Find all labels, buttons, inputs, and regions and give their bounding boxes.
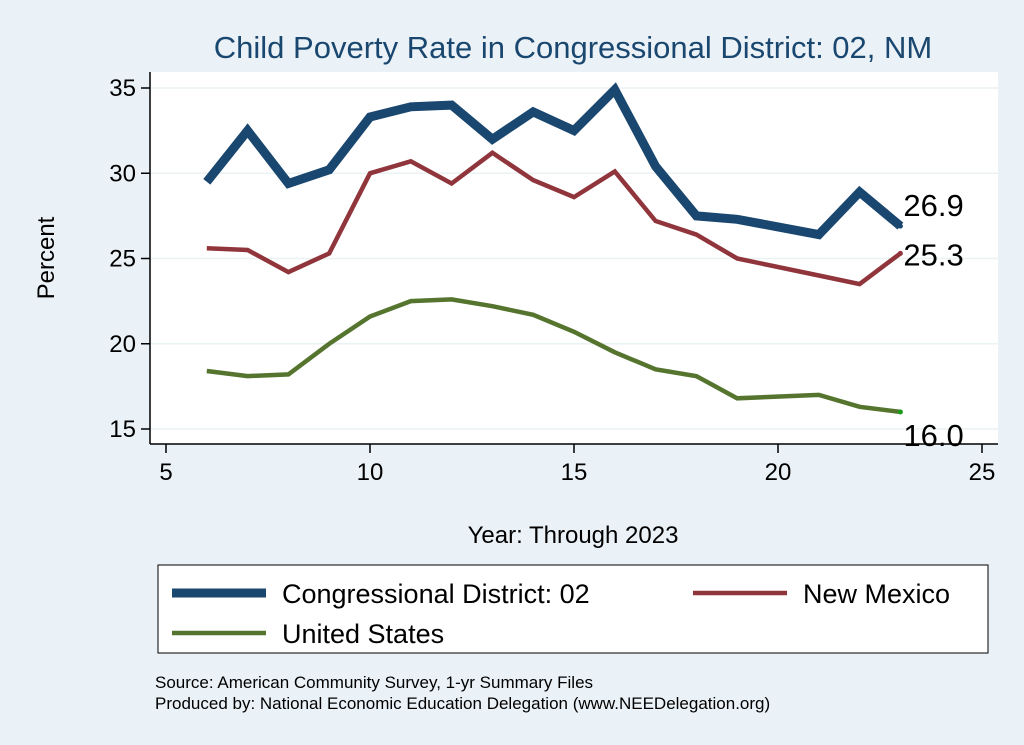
chart-title: Child Poverty Rate in Congressional Dist… bbox=[214, 30, 932, 65]
end-value-label: 26.9 bbox=[903, 188, 963, 223]
series-end-point bbox=[897, 409, 903, 415]
series-line-3 bbox=[206, 297, 901, 415]
series-lines bbox=[203, 82, 904, 415]
gridlines bbox=[150, 87, 998, 430]
y-axis-title: Percent bbox=[33, 216, 60, 299]
producer-note: Produced by: National Economic Education… bbox=[155, 694, 770, 713]
y-tick-label: 20 bbox=[109, 331, 136, 358]
end-value-label: 16.0 bbox=[903, 418, 963, 453]
series-line-1 bbox=[203, 82, 904, 240]
x-tick-label: 25 bbox=[969, 459, 996, 486]
legend-box bbox=[157, 564, 989, 654]
y-tick-label: 25 bbox=[109, 246, 136, 273]
y-tick-label: 35 bbox=[109, 75, 136, 102]
x-axis-title: Year: Through 2023 bbox=[468, 522, 679, 549]
legend-label: United States bbox=[282, 619, 444, 649]
axes: 15 20 25 30 35 5 10 15 20 25 bbox=[109, 72, 998, 486]
y-tick-label: 15 bbox=[109, 416, 136, 443]
end-value-label: 25.3 bbox=[903, 237, 963, 272]
series-end-point bbox=[897, 223, 903, 229]
x-tick-label: 15 bbox=[561, 459, 588, 486]
x-tick-label: 10 bbox=[357, 459, 384, 486]
series-line-2 bbox=[206, 150, 902, 287]
end-labels: 26.9 25.3 16.0 bbox=[903, 188, 963, 453]
x-tick-label: 5 bbox=[159, 459, 172, 486]
source-note: Source: American Community Survey, 1-yr … bbox=[155, 673, 593, 692]
legend: Congressional District: 02 New Mexico Unit… bbox=[172, 579, 950, 649]
y-tick-label: 30 bbox=[109, 160, 136, 187]
x-tick-label: 20 bbox=[765, 459, 792, 486]
legend-label: New Mexico bbox=[803, 579, 950, 609]
legend-label: Congressional District: 02 bbox=[282, 579, 590, 609]
series-end-point bbox=[897, 250, 903, 256]
